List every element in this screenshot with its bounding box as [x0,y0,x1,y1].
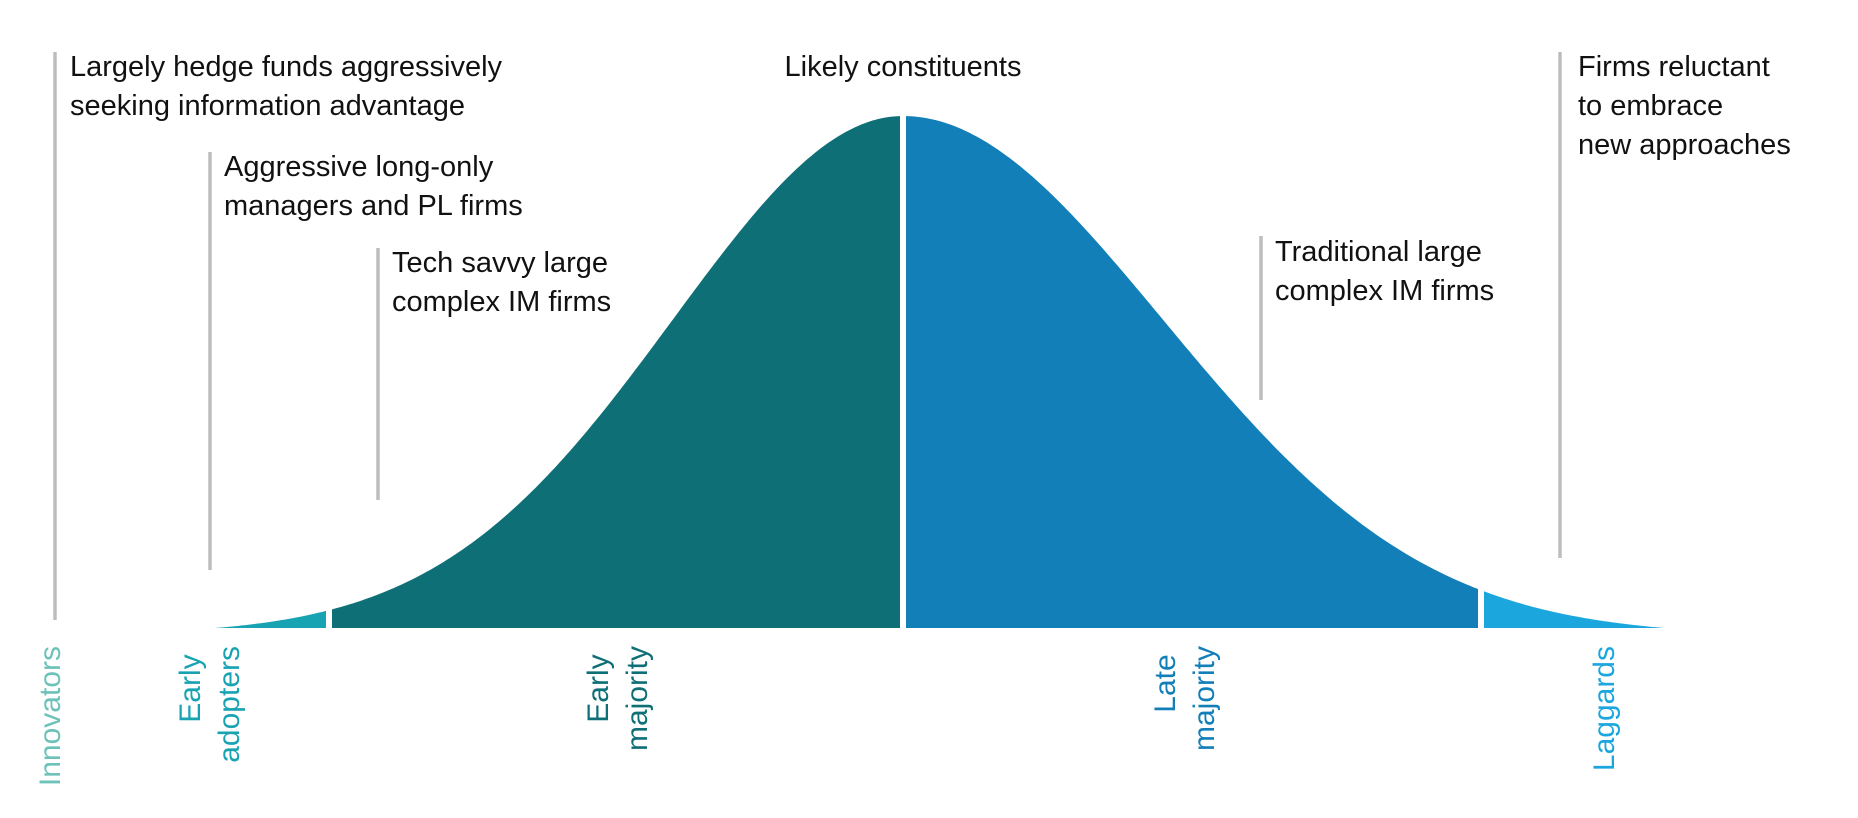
segment-innovators [5,627,92,634]
callout-late-majority-line-1: Traditional large [1275,236,1482,268]
callout-laggards-line-1: Firms reluctant [1578,51,1770,83]
callout-early-adopters-line-2: managers and PL firms [224,190,523,222]
category-label-early-adopters: Early adopters [174,646,246,763]
callout-laggards-line-2: to embrace [1578,90,1723,122]
callout-innovators-line-1: Largely hedge funds aggressively [70,51,503,83]
category-label-early-majority: Early majority [582,646,654,751]
category-label-late-majority: Late majority [1149,646,1221,751]
segment-late-majority [900,110,1484,634]
bell-curve [5,110,1806,634]
leader-lines [53,52,1562,620]
callout-late-majority: Traditional large complex IM firms [1275,236,1494,307]
category-labels: Innovators Early adopters Early majority… [34,646,1621,786]
segment-laggards [1478,584,1806,634]
callout-innovators-line-2: seeking information advantage [70,90,465,122]
callout-late-majority-line-2: complex IM firms [1275,275,1494,307]
callout-laggards-line-3: new approaches [1578,129,1791,161]
callout-early-majority: Tech savvy large complex IM firms [392,247,616,318]
category-label-innovators: Innovators [34,646,67,786]
callout-laggards: Firms reluctant to embrace new approache… [1578,51,1791,161]
callout-early-majority-line-1: Tech savvy large [392,247,608,279]
callout-early-adopters: Aggressive long-only managers and PL fir… [224,151,523,222]
diagram-title: Likely constituents [785,51,1022,83]
segment-early-adopters [86,604,332,634]
callout-early-majority-line-2: complex IM firms [392,286,611,318]
segment-early-majority [326,110,906,634]
callout-innovators: Largely hedge funds aggressively seeking… [70,51,510,122]
category-label-laggards: Laggards [1588,646,1621,771]
callout-early-adopters-line-1: Aggressive long-only [224,151,494,183]
